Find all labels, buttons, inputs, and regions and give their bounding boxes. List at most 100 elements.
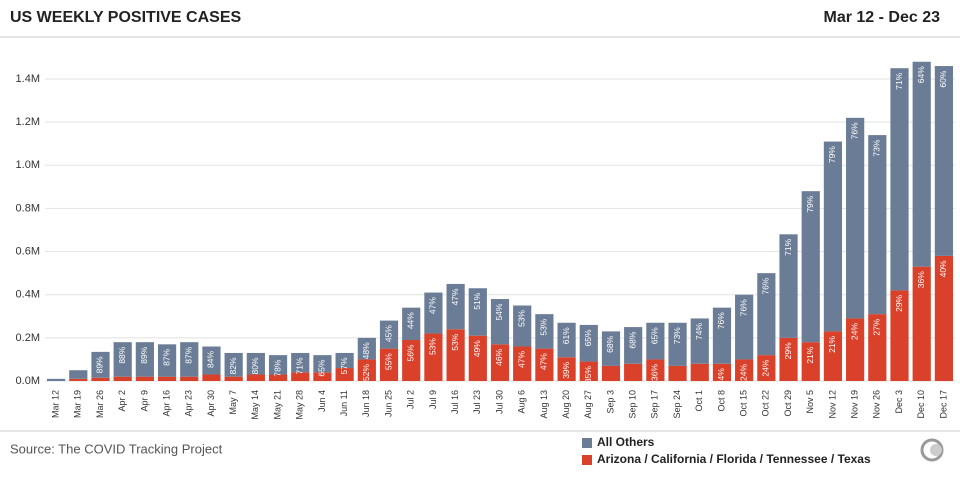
percent-label: 78% (272, 359, 282, 376)
percent-label: 89% (139, 346, 149, 363)
x-tick-label: Nov 19 (849, 390, 859, 419)
percent-label: 87% (161, 348, 171, 365)
percent-label: 39% (561, 361, 571, 378)
x-tick-label: Oct 22 (761, 390, 771, 417)
percent-label: 74% (694, 322, 704, 339)
percent-label: 80% (250, 357, 260, 374)
x-tick-label: Oct 29 (783, 390, 793, 417)
percent-label: 76% (849, 122, 859, 139)
percent-label: 79% (805, 195, 815, 212)
bar-segment (202, 374, 221, 381)
x-tick-label: Jun 11 (339, 390, 349, 416)
percent-label: 21% (805, 346, 815, 363)
x-tick-label: Jul 9 (428, 390, 438, 409)
x-tick-label: Aug 6 (517, 390, 527, 414)
bar-segment (313, 372, 332, 381)
percent-label: 29% (894, 294, 904, 311)
percent-label: 76% (761, 277, 771, 294)
percent-label: 48% (361, 342, 371, 359)
bar-segment (268, 355, 288, 375)
percent-label: 51% (472, 292, 482, 309)
y-tick-label: 0.2M (16, 332, 40, 344)
bar-segment (291, 372, 310, 381)
bar-segment (490, 299, 510, 345)
y-tick-label: 1.2M (16, 116, 40, 128)
bar-segment (246, 374, 265, 381)
bar-segment (202, 346, 221, 375)
percent-label: 46% (494, 348, 504, 365)
x-tick-label: Jul 23 (472, 390, 482, 414)
x-tick-label: Mar 26 (95, 390, 105, 418)
percent-label: 61% (561, 327, 571, 344)
percent-label: 76% (716, 312, 726, 329)
percent-label: 21% (827, 335, 837, 352)
percent-label: 29% (783, 342, 793, 359)
percent-label: 68% (605, 335, 615, 352)
bar-segment (157, 344, 177, 377)
bar-segment (712, 363, 732, 381)
x-tick-label: Apr 2 (117, 390, 127, 412)
x-tick-label: Nov 26 (872, 390, 882, 419)
bar-segment (490, 344, 510, 381)
percent-label: 49% (472, 340, 482, 357)
x-tick-label: Jun 18 (361, 390, 371, 417)
percent-label: 24% (849, 322, 859, 339)
percent-label: 53% (428, 338, 438, 355)
y-tick-label: 1.0M (16, 159, 40, 171)
x-tick-label: Mar 12 (50, 390, 60, 418)
bar-segment (934, 66, 954, 256)
percent-label: 79% (827, 146, 837, 163)
percent-label: 47% (450, 288, 460, 305)
percent-label: 65% (650, 327, 660, 344)
percent-label: 64% (916, 66, 926, 83)
bar-segment (69, 370, 88, 379)
percent-label: 71% (894, 72, 904, 89)
bar-segment (735, 294, 754, 360)
x-tick-label: May 14 (250, 390, 260, 420)
y-tick-label: 0.0M (16, 375, 40, 387)
percent-label: 73% (672, 327, 682, 344)
percent-label: 36% (650, 363, 660, 380)
x-tick-label: Aug 13 (539, 390, 549, 419)
percent-label: 53% (450, 333, 460, 350)
bar-segment (46, 378, 66, 381)
legend-label: All Others (597, 435, 655, 449)
bar-segment (180, 376, 199, 381)
bar-segment (735, 359, 754, 381)
legend-swatch (582, 455, 592, 465)
bar-segment (779, 234, 798, 338)
bar-segment (268, 374, 288, 381)
bar-segment (513, 305, 532, 347)
bar-segment (113, 376, 132, 381)
bar-segment (579, 324, 598, 362)
bar-segment (646, 322, 665, 360)
bar-segment (601, 331, 621, 366)
bar-segment (757, 355, 776, 381)
percent-label: 87% (184, 346, 194, 363)
x-tick-label: May 28 (295, 390, 305, 420)
bar-segment (424, 333, 443, 381)
percent-label: 53% (516, 310, 526, 327)
bar-segment (69, 378, 88, 381)
x-tick-label: Apr 23 (184, 390, 194, 417)
bar-segment (557, 357, 576, 381)
bar-segment (912, 266, 931, 381)
bar-segment (890, 290, 909, 381)
bar-segment (313, 355, 332, 373)
bar-segment (513, 346, 532, 381)
bar-segment (646, 359, 665, 381)
percent-label: 68% (627, 331, 637, 348)
y-tick-label: 1.4M (16, 73, 40, 85)
x-tick-label: Sep 10 (628, 390, 638, 419)
bar-segment (468, 335, 487, 381)
legend-swatch (582, 438, 592, 448)
x-tick-label: Jul 30 (494, 390, 504, 414)
bar-segment (468, 288, 487, 336)
y-tick-label: 0.6M (16, 245, 40, 257)
bar-segment (357, 359, 376, 381)
percent-label: 88% (117, 346, 127, 363)
percent-label: 65% (317, 359, 327, 376)
percent-label: 40% (938, 260, 948, 277)
bar-segment (246, 352, 265, 375)
